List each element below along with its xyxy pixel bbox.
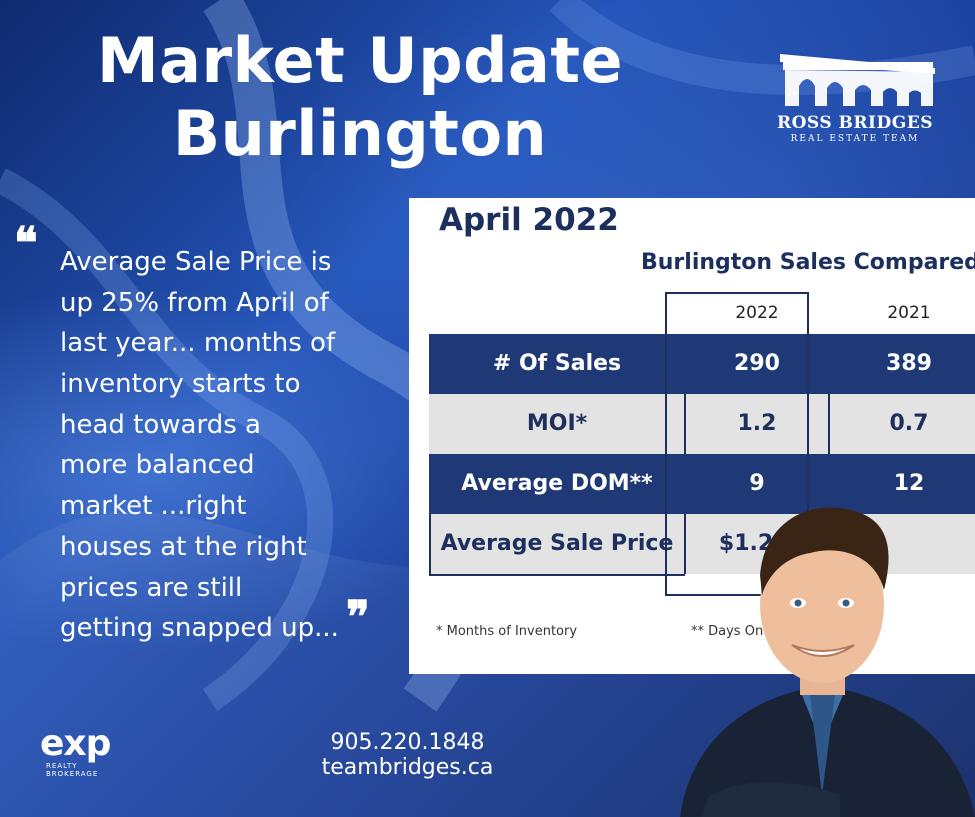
column-divider <box>684 514 686 574</box>
exp-logo-line2: BROKERAGE <box>46 770 99 778</box>
brand-name: ROSS BRIDGES <box>777 113 933 133</box>
table-left-border <box>429 514 431 574</box>
contact-block: 905.220.1848 teambridges.ca <box>270 730 545 780</box>
table-row: # Of Sales 290 389 <box>429 334 975 394</box>
website-url: teambridges.ca <box>321 755 494 780</box>
quote-line: getting snapped up... <box>60 613 339 644</box>
column-divider <box>828 394 830 454</box>
value-2022: 9 <box>749 471 765 496</box>
exp-logo-mark: exp <box>40 723 111 764</box>
quote-text: Average Sale Price is up 25% from April … <box>60 244 339 651</box>
card-title: April 2022 <box>439 202 619 238</box>
quote-line: market ...right <box>60 491 247 522</box>
exp-logo-line1: REALTY <box>46 762 78 770</box>
quote-open-mark: ❝ <box>14 218 38 269</box>
row-label: # Of Sales <box>492 351 622 376</box>
headline-line-1: Market Update <box>96 24 624 97</box>
highlight-column-2022 <box>665 292 809 596</box>
value-2022: 290 <box>734 351 780 376</box>
row-label: Average DOM** <box>461 471 653 496</box>
column-header-2022: 2022 <box>735 303 779 323</box>
row-label: Average Sale Price <box>440 531 674 556</box>
column-header-2021: 2021 <box>887 303 931 323</box>
agent-portrait-icon <box>680 507 975 817</box>
quote-line: head towards a <box>60 409 261 440</box>
exp-logo: exp REALTY BROKERAGE <box>40 723 111 779</box>
value-2021: 0.7 <box>889 411 929 436</box>
bridge-logo-icon <box>780 54 935 106</box>
table-bottom-border <box>429 574 685 576</box>
quote-line: houses at the right <box>60 531 307 562</box>
quote-line: more balanced <box>60 450 255 481</box>
quote-line: prices are still <box>60 572 243 603</box>
row-label: MOI* <box>526 411 588 436</box>
quote-line: Average Sale Price is <box>60 247 332 277</box>
quote-close-mark: ❞ <box>346 592 370 643</box>
value-2021: 389 <box>886 351 932 376</box>
quote-line: inventory starts to <box>60 369 301 400</box>
table-row: Average DOM** 9 12 <box>429 454 975 514</box>
value-2022: 1.2 <box>737 411 777 436</box>
value-2021: 12 <box>893 471 925 496</box>
quote-line: up 25% from April of <box>60 287 329 318</box>
headline-line-2: Burlington <box>172 97 548 170</box>
card-subtitle: Burlington Sales Compared <box>641 250 975 275</box>
column-divider <box>684 394 686 454</box>
quote-line: last year... months of <box>60 328 336 359</box>
table-row: MOI* 1.2 0.7 <box>429 394 975 454</box>
footnote-moi: * Months of Inventory <box>436 624 578 639</box>
phone-number: 905.220.1848 <box>330 730 485 755</box>
brand-tagline: REAL ESTATE TEAM <box>790 134 920 144</box>
